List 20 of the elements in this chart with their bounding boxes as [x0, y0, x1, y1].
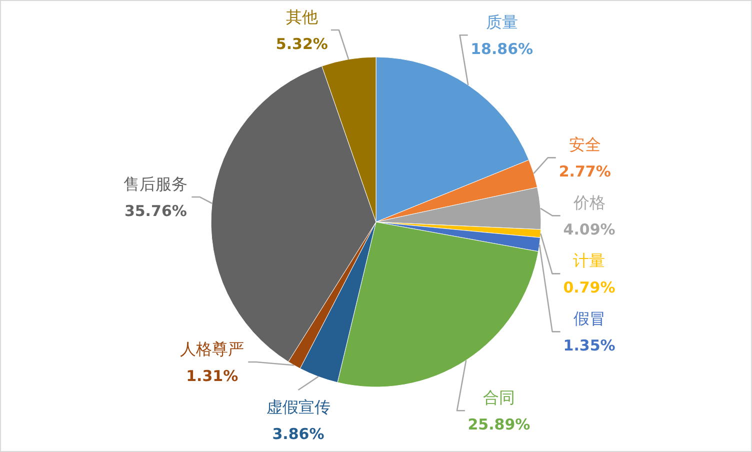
data-label: 1.35% — [563, 336, 616, 355]
data-label: 0.79% — [563, 278, 616, 297]
slice-label: 假冒 — [573, 309, 606, 328]
slice-label: 计量 — [573, 251, 606, 270]
slice-label: 售后服务 — [124, 174, 188, 194]
slice-label: 质量 — [486, 12, 518, 32]
data-label: 1.31% — [186, 367, 238, 385]
slice-label: 价格 — [572, 193, 606, 212]
data-label: 35.76% — [124, 202, 187, 220]
slice-label: 合同 — [482, 388, 515, 408]
slice-label: 人格尊严 — [180, 340, 244, 358]
data-label: 4.09% — [563, 220, 616, 239]
data-label: 18.86% — [470, 40, 534, 58]
data-label: 2.77% — [558, 162, 611, 181]
slice-label: 虚假宣传 — [266, 398, 330, 416]
data-label: 5.32% — [276, 35, 328, 53]
slice-label: 安全 — [568, 135, 601, 154]
data-label: 25.89% — [468, 416, 530, 434]
data-label: 3.86% — [272, 425, 324, 443]
slice-label: 其他 — [286, 8, 318, 26]
